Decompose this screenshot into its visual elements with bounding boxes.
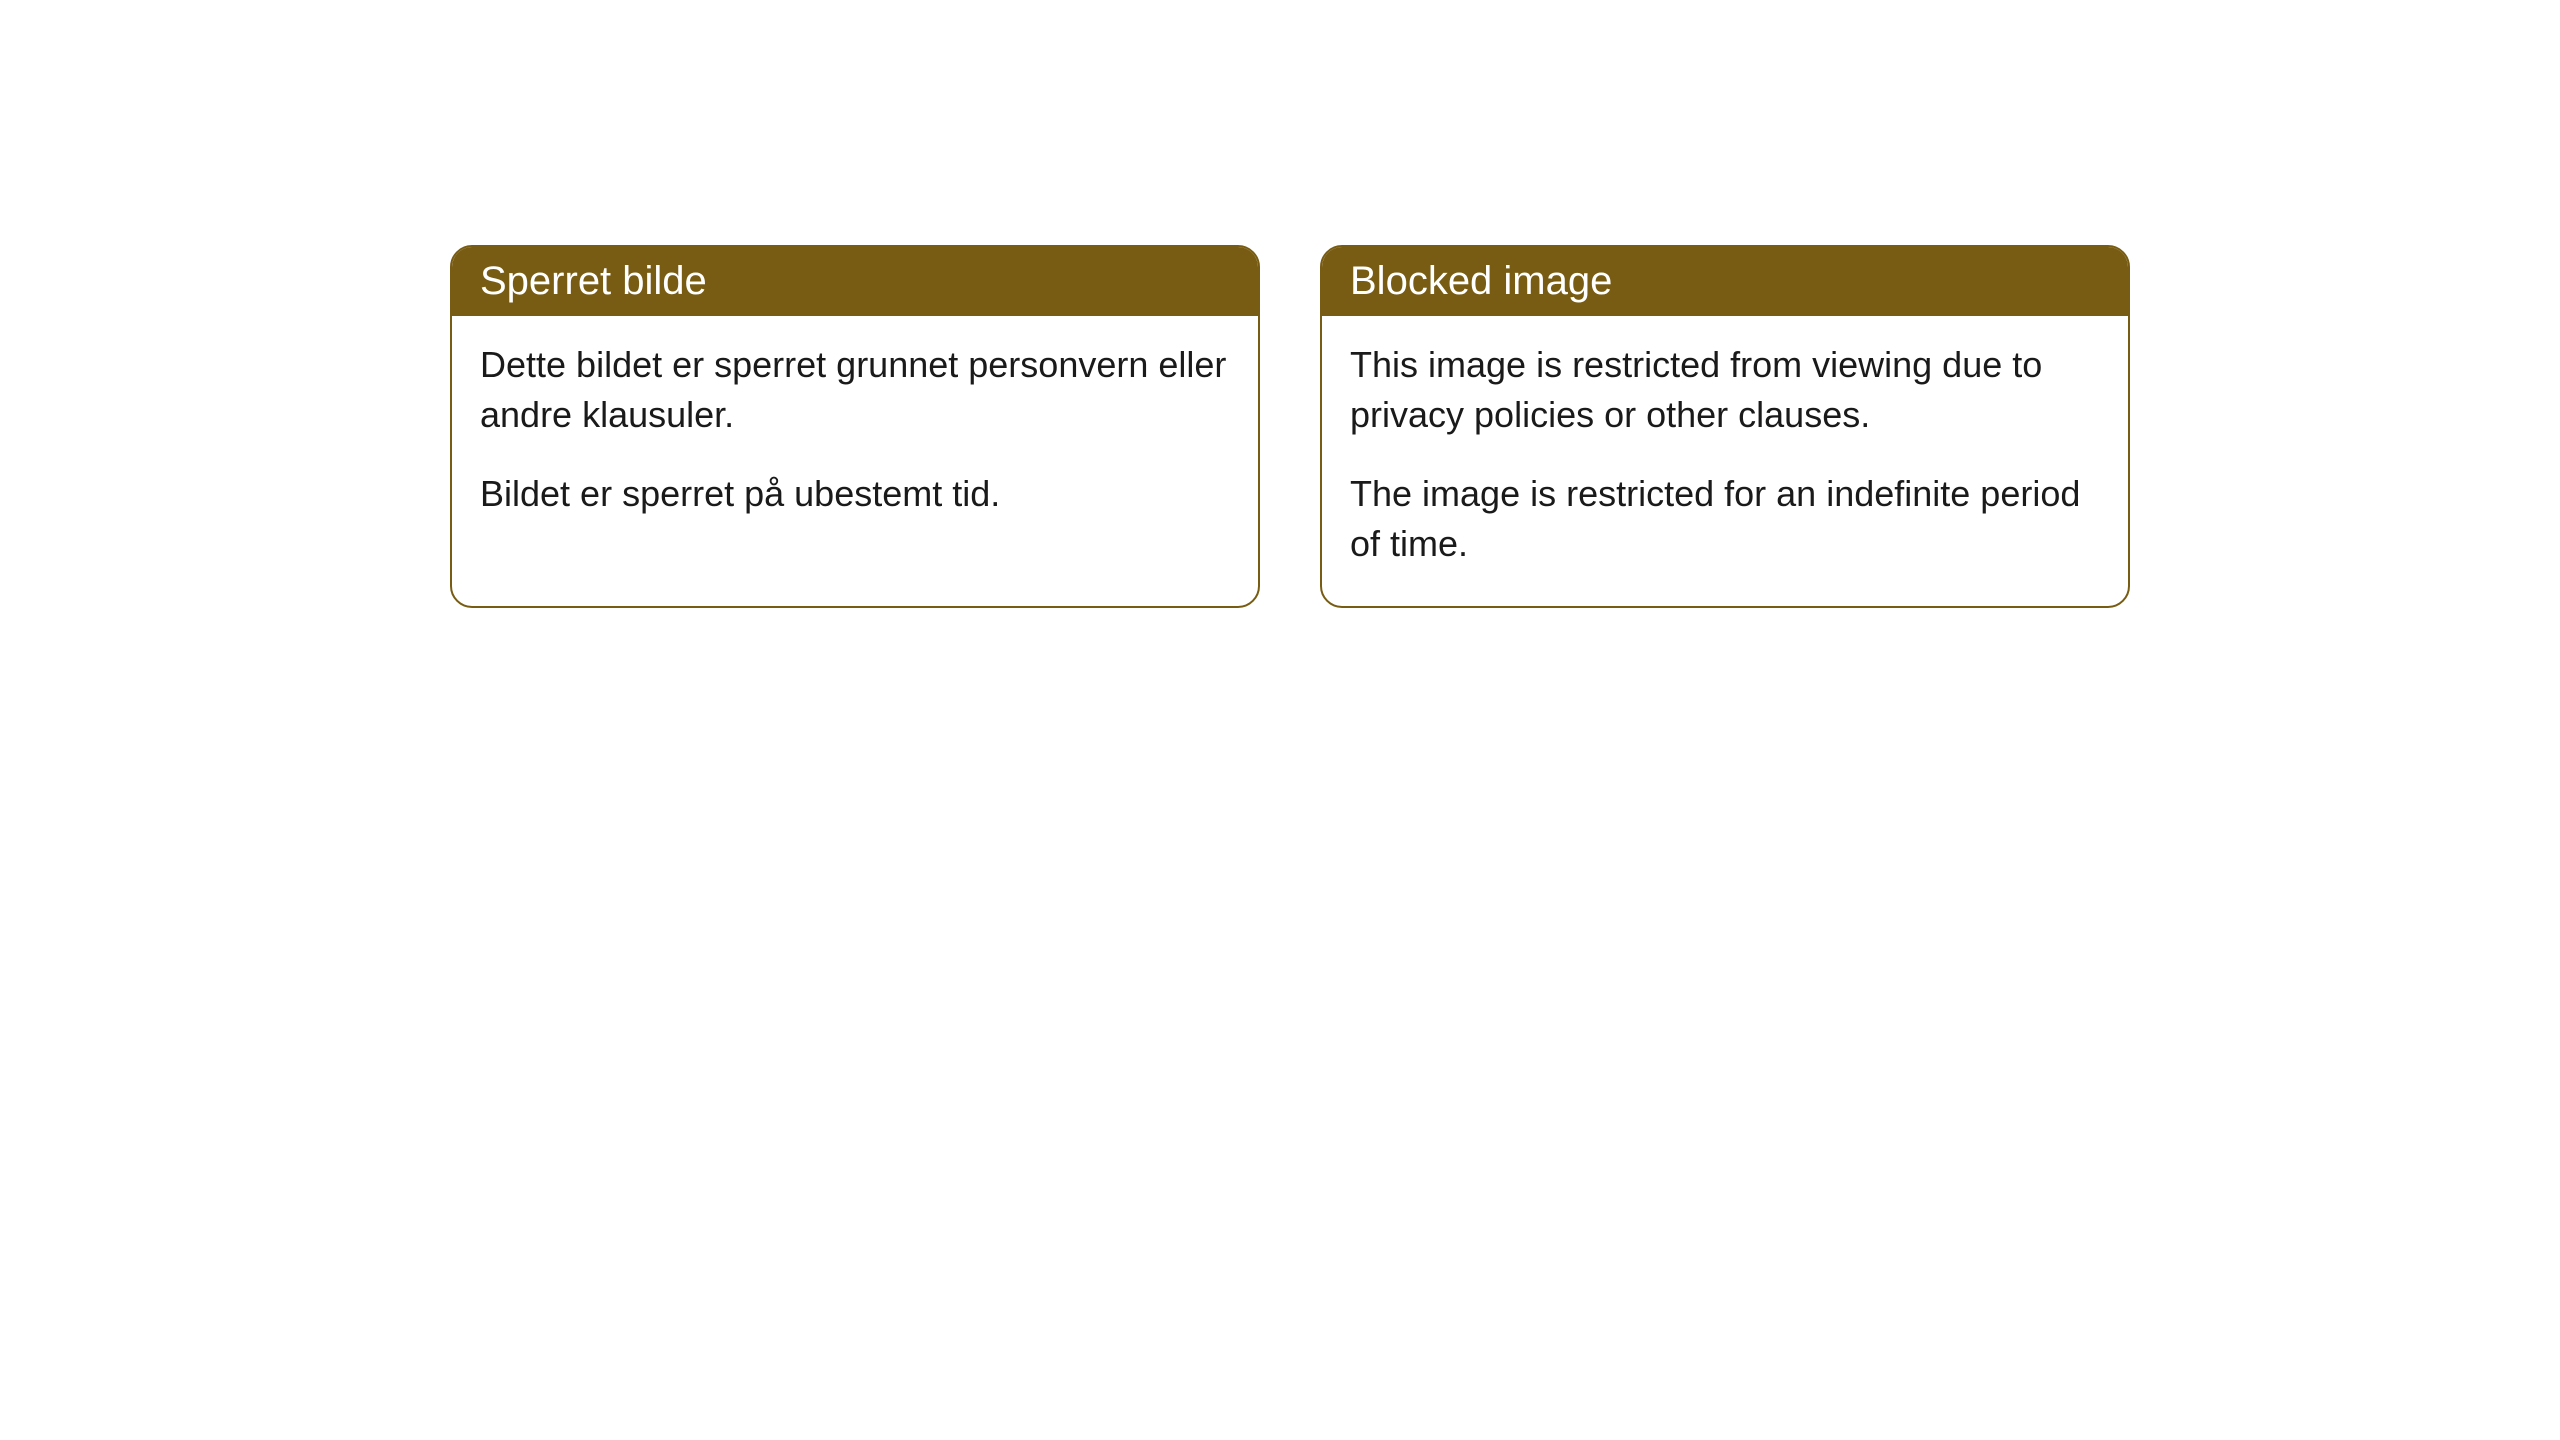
card-header: Sperret bilde <box>452 247 1258 316</box>
notice-card-norwegian: Sperret bilde Dette bildet er sperret gr… <box>450 245 1260 608</box>
card-body: This image is restricted from viewing du… <box>1322 316 2128 606</box>
card-body: Dette bildet er sperret grunnet personve… <box>452 316 1258 555</box>
card-title: Sperret bilde <box>480 259 707 303</box>
card-header: Blocked image <box>1322 247 2128 316</box>
card-paragraph: The image is restricted for an indefinit… <box>1350 469 2100 570</box>
card-paragraph: This image is restricted from viewing du… <box>1350 340 2100 441</box>
notice-cards-container: Sperret bilde Dette bildet er sperret gr… <box>450 245 2560 608</box>
card-title: Blocked image <box>1350 259 1612 303</box>
card-paragraph: Dette bildet er sperret grunnet personve… <box>480 340 1230 441</box>
notice-card-english: Blocked image This image is restricted f… <box>1320 245 2130 608</box>
card-paragraph: Bildet er sperret på ubestemt tid. <box>480 469 1230 519</box>
